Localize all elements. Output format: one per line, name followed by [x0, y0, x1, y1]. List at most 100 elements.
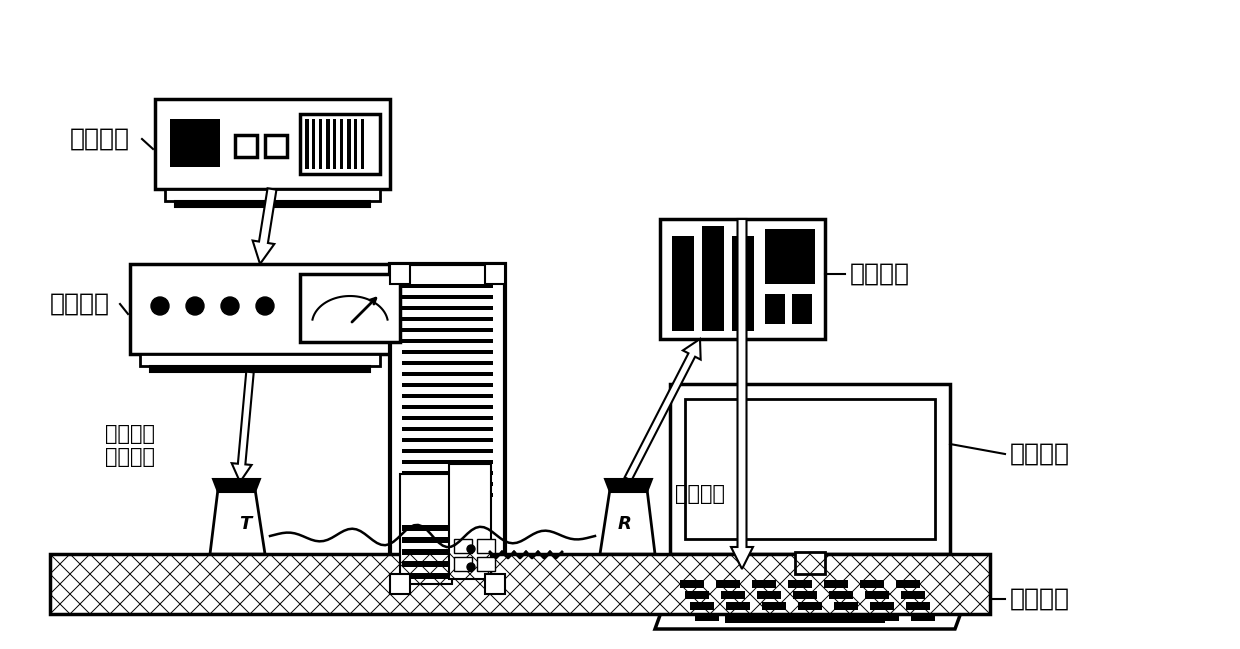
Bar	[660, 219, 825, 339]
Bar	[340, 119, 343, 169]
Bar	[720, 591, 745, 599]
Bar	[732, 236, 754, 331]
Bar	[756, 591, 781, 599]
Bar	[825, 580, 848, 588]
Bar	[906, 602, 930, 610]
Bar	[732, 613, 755, 621]
Bar	[477, 557, 495, 571]
Bar	[839, 613, 863, 621]
Bar	[402, 449, 494, 453]
Bar	[402, 372, 494, 376]
Bar	[265, 135, 286, 157]
Bar	[725, 616, 885, 623]
Bar	[694, 613, 719, 621]
Bar	[725, 602, 750, 610]
Bar	[300, 114, 379, 174]
Polygon shape	[655, 574, 975, 629]
Bar	[402, 561, 450, 567]
Bar	[795, 552, 825, 574]
Circle shape	[221, 297, 239, 315]
Bar	[402, 383, 494, 387]
Bar	[684, 591, 709, 599]
Bar	[326, 119, 330, 169]
Bar	[402, 339, 494, 343]
Text: 载波调制: 载波调制	[105, 424, 155, 444]
Bar	[305, 119, 309, 169]
Bar	[402, 416, 494, 420]
Bar	[689, 602, 714, 610]
Bar	[402, 284, 494, 288]
Bar	[402, 460, 494, 464]
Bar	[402, 350, 494, 354]
Bar	[140, 354, 379, 366]
Text: 信号生成: 信号生成	[69, 127, 130, 151]
Bar	[799, 602, 822, 610]
Circle shape	[467, 545, 475, 553]
Bar	[901, 591, 925, 599]
Bar	[861, 580, 884, 588]
Polygon shape	[210, 489, 265, 554]
Text: 信号激励: 信号激励	[105, 447, 155, 467]
Bar	[402, 427, 494, 431]
Bar	[804, 613, 827, 621]
Bar	[454, 539, 472, 553]
Bar	[391, 264, 505, 594]
Circle shape	[255, 297, 274, 315]
Bar	[170, 119, 219, 167]
Bar	[866, 591, 889, 599]
Polygon shape	[213, 479, 260, 492]
Polygon shape	[605, 479, 652, 492]
Text: 信号处理: 信号处理	[1011, 442, 1070, 466]
Bar	[130, 264, 391, 354]
Bar	[715, 580, 740, 588]
Polygon shape	[253, 188, 277, 264]
Polygon shape	[232, 372, 254, 482]
Text: 信号接收: 信号接收	[675, 484, 725, 504]
Bar	[312, 119, 315, 169]
Text: 检测对象: 检测对象	[1011, 587, 1070, 611]
Bar	[768, 613, 791, 621]
Text: R: R	[618, 515, 632, 533]
Bar	[236, 135, 257, 157]
Bar	[763, 602, 786, 610]
Bar	[684, 399, 935, 539]
Bar	[165, 189, 379, 201]
Bar	[402, 537, 450, 543]
Polygon shape	[732, 219, 753, 569]
Bar	[875, 613, 899, 621]
Bar	[402, 493, 494, 497]
Bar	[765, 229, 815, 284]
Bar	[680, 580, 704, 588]
Bar	[175, 201, 370, 207]
Bar	[792, 294, 812, 324]
Bar	[402, 549, 450, 555]
Polygon shape	[625, 339, 701, 481]
Text: 信号放大: 信号放大	[50, 292, 110, 316]
Bar	[361, 119, 365, 169]
Bar	[155, 99, 391, 189]
Bar	[150, 366, 370, 372]
Bar	[870, 602, 894, 610]
Bar	[897, 580, 920, 588]
Bar	[334, 119, 336, 169]
Circle shape	[467, 563, 475, 571]
Bar	[402, 306, 494, 310]
Bar	[911, 613, 935, 621]
Bar	[402, 525, 450, 531]
Bar	[477, 539, 495, 553]
Bar	[353, 119, 357, 169]
Bar	[347, 119, 351, 169]
Text: 数据采集: 数据采集	[849, 262, 910, 286]
Bar	[751, 580, 776, 588]
Bar	[401, 474, 453, 584]
Bar	[402, 438, 494, 442]
Bar	[402, 295, 494, 299]
Bar	[402, 482, 494, 486]
Bar	[391, 264, 410, 284]
Bar	[300, 274, 401, 342]
Bar	[830, 591, 853, 599]
Bar	[319, 119, 322, 169]
Circle shape	[186, 297, 205, 315]
Bar	[402, 573, 450, 579]
Bar	[485, 574, 505, 594]
